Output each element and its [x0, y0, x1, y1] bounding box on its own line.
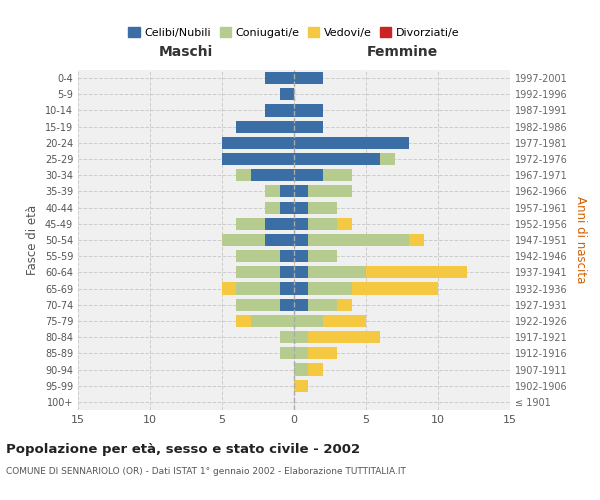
Bar — [308, 186, 352, 198]
Bar — [352, 282, 438, 294]
Bar — [294, 137, 409, 149]
Bar — [308, 298, 337, 311]
Bar — [308, 250, 337, 262]
Bar — [280, 282, 294, 294]
Text: Femmine: Femmine — [367, 44, 437, 59]
Bar — [308, 218, 337, 230]
Bar — [280, 88, 294, 101]
Bar — [308, 234, 409, 246]
Bar — [294, 72, 323, 84]
Bar — [294, 266, 308, 278]
Bar — [294, 364, 308, 376]
Bar — [308, 266, 366, 278]
Bar — [294, 202, 308, 213]
Bar — [380, 153, 395, 165]
Bar — [308, 331, 380, 343]
Bar — [265, 234, 294, 246]
Bar — [236, 218, 265, 230]
Bar — [222, 234, 265, 246]
Bar — [222, 282, 236, 294]
Bar — [236, 250, 280, 262]
Bar — [280, 298, 294, 311]
Legend: Celibi/Nubili, Coniugati/e, Vedovi/e, Divorziati/e: Celibi/Nubili, Coniugati/e, Vedovi/e, Di… — [124, 23, 464, 42]
Bar — [236, 120, 294, 132]
Bar — [308, 202, 337, 213]
Bar — [236, 169, 251, 181]
Bar — [294, 380, 308, 392]
Bar — [280, 331, 294, 343]
Bar — [294, 298, 308, 311]
Text: Popolazione per età, sesso e stato civile - 2002: Popolazione per età, sesso e stato civil… — [6, 442, 360, 456]
Bar — [294, 218, 308, 230]
Bar — [294, 104, 323, 117]
Bar — [251, 169, 294, 181]
Bar — [236, 298, 280, 311]
Bar — [294, 186, 308, 198]
Y-axis label: Fasce di età: Fasce di età — [26, 205, 39, 275]
Bar — [265, 218, 294, 230]
Bar — [294, 250, 308, 262]
Bar — [337, 298, 352, 311]
Bar — [308, 364, 323, 376]
Bar — [294, 331, 308, 343]
Bar — [265, 186, 280, 198]
Bar — [294, 153, 380, 165]
Text: COMUNE DI SENNARIOLO (OR) - Dati ISTAT 1° gennaio 2002 - Elaborazione TUTTITALIA: COMUNE DI SENNARIOLO (OR) - Dati ISTAT 1… — [6, 468, 406, 476]
Bar — [280, 250, 294, 262]
Bar — [280, 348, 294, 360]
Bar — [409, 234, 424, 246]
Bar — [323, 169, 352, 181]
Bar — [337, 218, 352, 230]
Bar — [265, 72, 294, 84]
Bar — [294, 234, 308, 246]
Y-axis label: Anni di nascita: Anni di nascita — [574, 196, 587, 284]
Bar — [265, 104, 294, 117]
Bar — [280, 266, 294, 278]
Bar — [308, 282, 352, 294]
Bar — [294, 315, 323, 327]
Bar — [294, 282, 308, 294]
Text: Maschi: Maschi — [159, 44, 213, 59]
Bar — [222, 153, 294, 165]
Bar — [236, 315, 251, 327]
Bar — [366, 266, 467, 278]
Bar — [236, 282, 280, 294]
Bar — [222, 137, 294, 149]
Bar — [323, 315, 366, 327]
Bar — [251, 315, 294, 327]
Bar — [294, 169, 323, 181]
Bar — [280, 202, 294, 213]
Bar — [280, 186, 294, 198]
Bar — [265, 202, 280, 213]
Bar — [294, 120, 323, 132]
Bar — [308, 348, 337, 360]
Bar — [236, 266, 280, 278]
Bar — [294, 348, 308, 360]
